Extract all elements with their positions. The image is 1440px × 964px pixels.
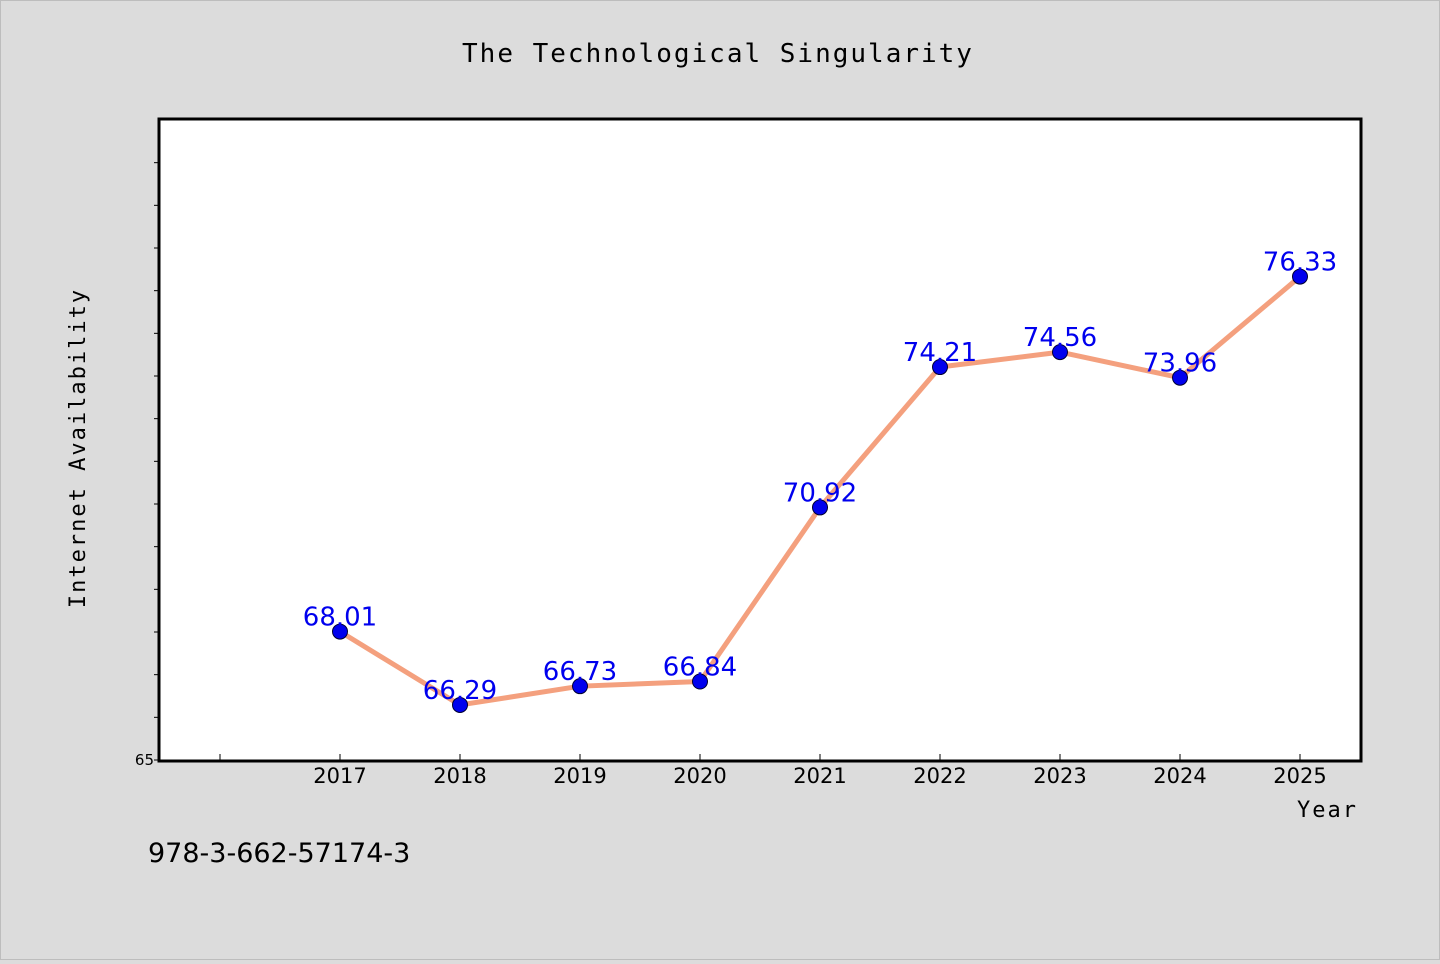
x-axis-label: Year: [1297, 798, 1358, 823]
data-point: [932, 359, 948, 376]
plot-area: [157, 117, 1363, 763]
x-tick-label: 2022: [913, 764, 966, 788]
x-tick-label: 2020: [673, 764, 726, 788]
x-tick-label: 2023: [1033, 764, 1086, 788]
data-point: [1052, 344, 1068, 361]
data-point: [1172, 369, 1188, 386]
x-tick-label: 2019: [553, 764, 606, 788]
data-point: [452, 696, 468, 713]
data-point: [812, 499, 828, 516]
data-label: 66.73: [543, 657, 617, 687]
data-point: [572, 678, 588, 695]
x-tick-label: 2025: [1273, 764, 1326, 788]
isbn-text: 978-3-662-57174-3: [148, 838, 410, 869]
y-tick-label: 65: [135, 751, 154, 769]
data-point: [332, 623, 348, 640]
data-label: 70.92: [783, 478, 857, 508]
data-point: [692, 673, 708, 690]
data-label: 73.96: [1143, 349, 1217, 379]
data-point: [1292, 268, 1308, 285]
y-axis-ticks: 65: [135, 162, 160, 769]
data-labels: 68.01 66.29 66.73 66.84 70.92 74.21 74.56 73.96…: [303, 248, 1337, 706]
data-label: 74.56: [1023, 323, 1097, 353]
series-layer: [332, 268, 1308, 713]
data-label: 76.33: [1263, 248, 1337, 278]
data-label: 68.01: [303, 603, 377, 633]
x-tick-label: 2018: [433, 764, 486, 788]
y-axis-label: Internet Availability: [66, 288, 91, 608]
x-tick-label: 2017: [313, 764, 366, 788]
chart-title: The Technological Singularity: [462, 39, 974, 69]
x-tick-label: 2021: [793, 764, 846, 788]
x-tick-label: 2024: [1153, 764, 1206, 788]
x-axis-ticks: 2017 2018 2019 2020 2021 2022 2023 2024 2025: [219, 754, 1327, 788]
data-label: 74.21: [903, 338, 977, 368]
data-label: 66.29: [423, 676, 497, 706]
data-label: 66.84: [663, 652, 737, 682]
